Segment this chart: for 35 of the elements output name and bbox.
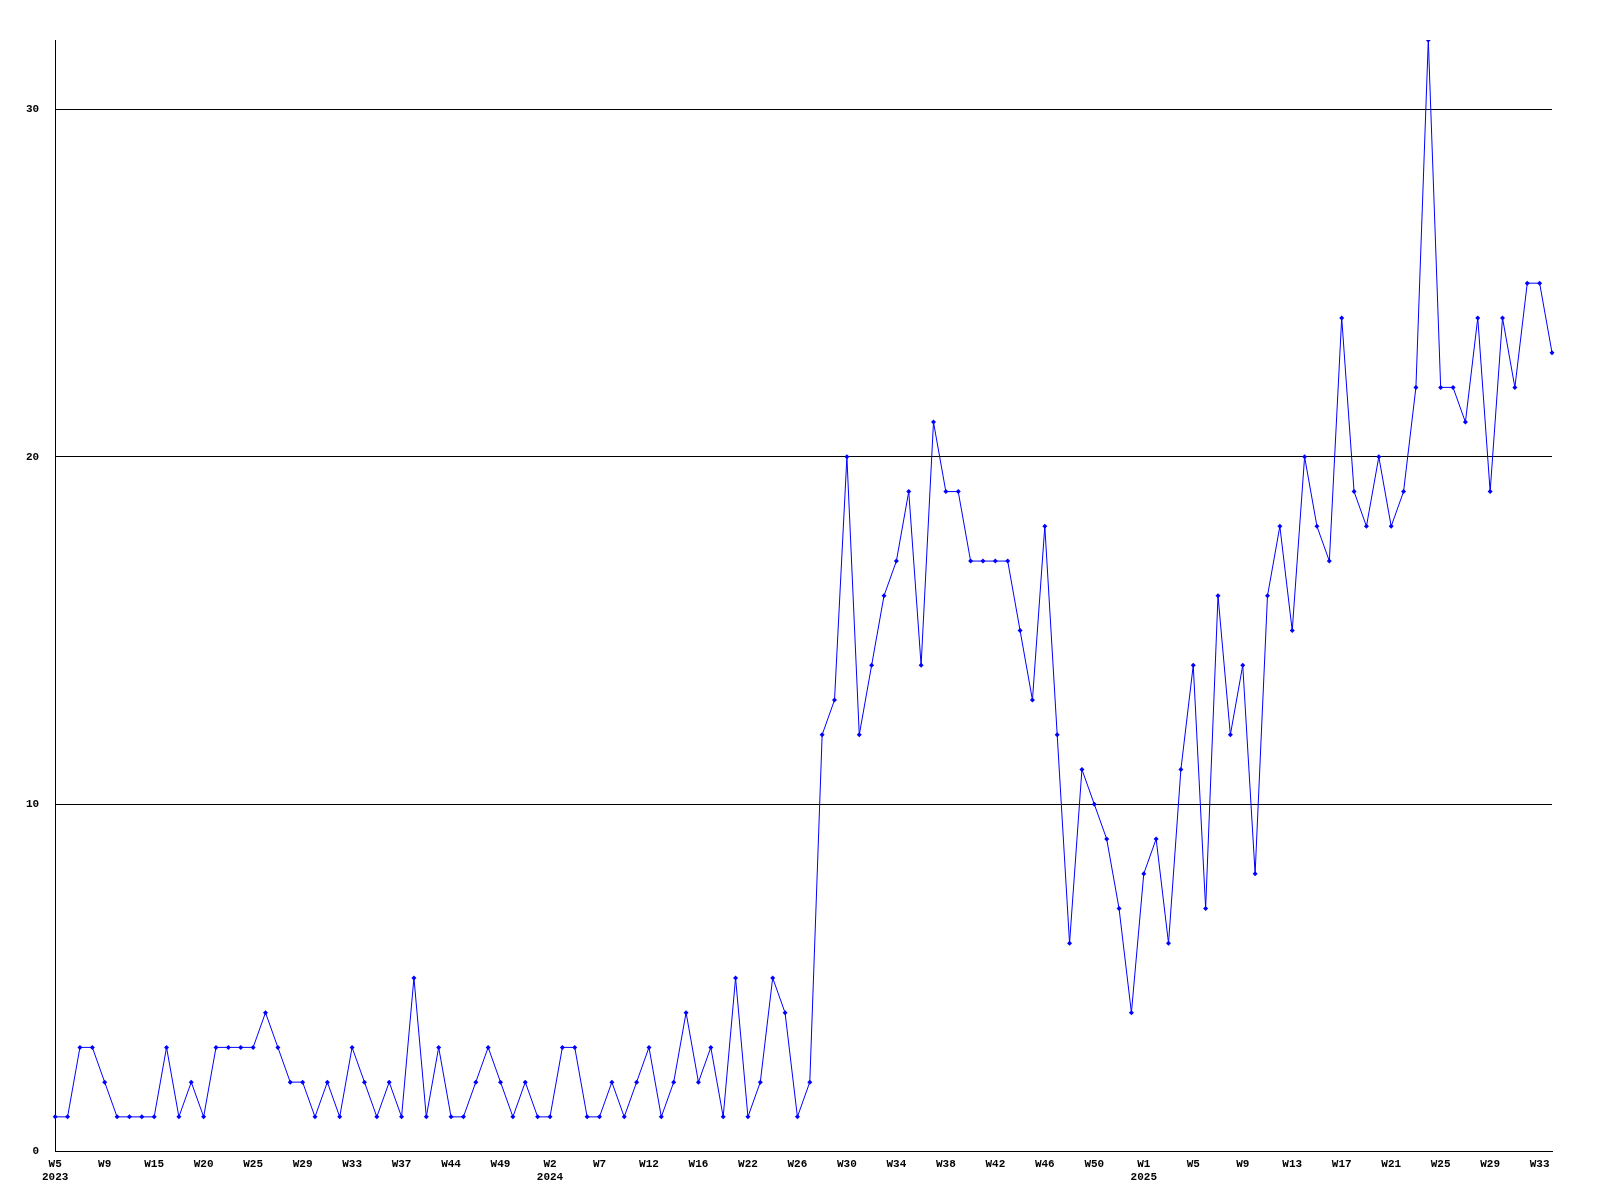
x-tick-label: W38 (935, 1157, 957, 1170)
x-tick-label: W16 (688, 1157, 709, 1170)
x-tick-label: W46 (1034, 1157, 1055, 1170)
x-tick-label: W22 (738, 1157, 758, 1170)
y-tick-label: 20 (26, 450, 40, 463)
x-tick-label: W17 (1331, 1157, 1352, 1170)
x-tick-label: W29 (1480, 1157, 1501, 1170)
x-tick-label: W1 2025 (1130, 1157, 1158, 1184)
x-tick-label: W7 (592, 1157, 607, 1170)
x-tick-label: W42 (985, 1157, 1006, 1170)
x-tick-label: W44 (441, 1157, 462, 1170)
y-tick-label: 0 (32, 1145, 40, 1158)
x-tick-label: W37 (391, 1157, 412, 1170)
x-tick-label: W9 (98, 1157, 112, 1170)
x-tick-label: W25 (243, 1157, 264, 1170)
x-tick-label: W13 (1282, 1157, 1303, 1170)
x-tick-label: W5 (1186, 1157, 1201, 1170)
x-tick-label: W21 (1381, 1157, 1402, 1170)
x-tick-label: W49 (490, 1157, 511, 1170)
x-tick-label: W15 (144, 1157, 165, 1170)
x-tick-label: W25 (1430, 1157, 1451, 1170)
x-tick-label: W2 2024 (536, 1157, 564, 1184)
y-tick-label: 10 (26, 797, 40, 810)
x-tick-label: W30 (836, 1157, 857, 1170)
x-tick-label: W29 (292, 1157, 313, 1170)
x-tick-label: W5 2023 (42, 1157, 69, 1184)
x-tick-label: W20 (193, 1157, 214, 1170)
x-tick-label: W50 (1084, 1157, 1105, 1170)
x-tick-label: W9 (1236, 1157, 1250, 1170)
x-tick-label: W34 (886, 1157, 907, 1170)
y-tick-label: 30 (26, 103, 40, 116)
x-tick-label: W33 (1529, 1157, 1550, 1170)
x-tick-label: W26 (787, 1157, 808, 1170)
x-tick-label: W12 (639, 1157, 659, 1170)
x-tick-label: W33 (342, 1157, 363, 1170)
